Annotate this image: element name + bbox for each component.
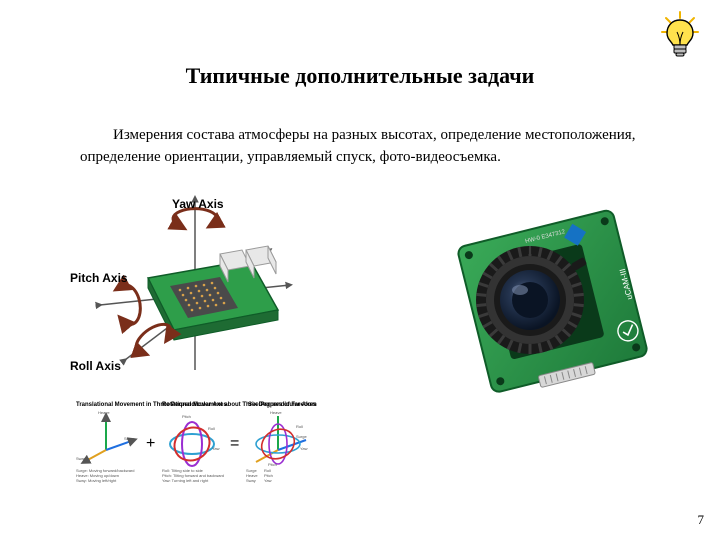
svg-text:Roll: Roll	[208, 426, 215, 431]
svg-text:Surge: Surge	[296, 434, 307, 439]
slide-title: Типичные дополнительные задачи	[0, 63, 720, 89]
svg-text:Pitch: Pitch	[182, 414, 191, 419]
slide-body: Измерения состава атмосферы на разных вы…	[80, 125, 670, 169]
svg-text:Six Degrees of Freedom: Six Degrees of Freedom	[248, 402, 317, 408]
svg-text:Roll: Roll	[296, 424, 303, 429]
svg-text:Sway: Sway	[76, 456, 86, 461]
axes-diagram: Yaw Axis Pitch Axis Roll Axis Translatio…	[70, 190, 330, 490]
svg-text:Yaw: Yaw	[212, 446, 220, 451]
camera-module: uCAM-III HW-0 E347312	[430, 200, 660, 400]
svg-text:Yaw: Turning left and right: Yaw: Turning left and right	[162, 478, 209, 483]
svg-text:Yaw: Yaw	[300, 446, 308, 451]
svg-text:+: +	[146, 435, 155, 452]
svg-text:Yaw: Yaw	[264, 478, 272, 483]
pitch-label: Pitch Axis	[70, 271, 128, 285]
svg-text:Pitch: Pitch	[268, 462, 277, 467]
yaw-label: Yaw Axis	[172, 197, 224, 211]
svg-text:Sway: Sway	[246, 478, 256, 483]
svg-text:=: =	[230, 435, 239, 452]
svg-text:Surge: Surge	[124, 436, 135, 441]
svg-text:Sway: Moving left/right: Sway: Moving left/right	[76, 478, 117, 483]
svg-text:Heave: Heave	[270, 410, 282, 415]
roll-label: Roll Axis	[70, 359, 121, 373]
page-number: 7	[698, 512, 705, 528]
idea-bulb-icon	[660, 10, 700, 64]
svg-text:Heave: Heave	[98, 410, 110, 415]
